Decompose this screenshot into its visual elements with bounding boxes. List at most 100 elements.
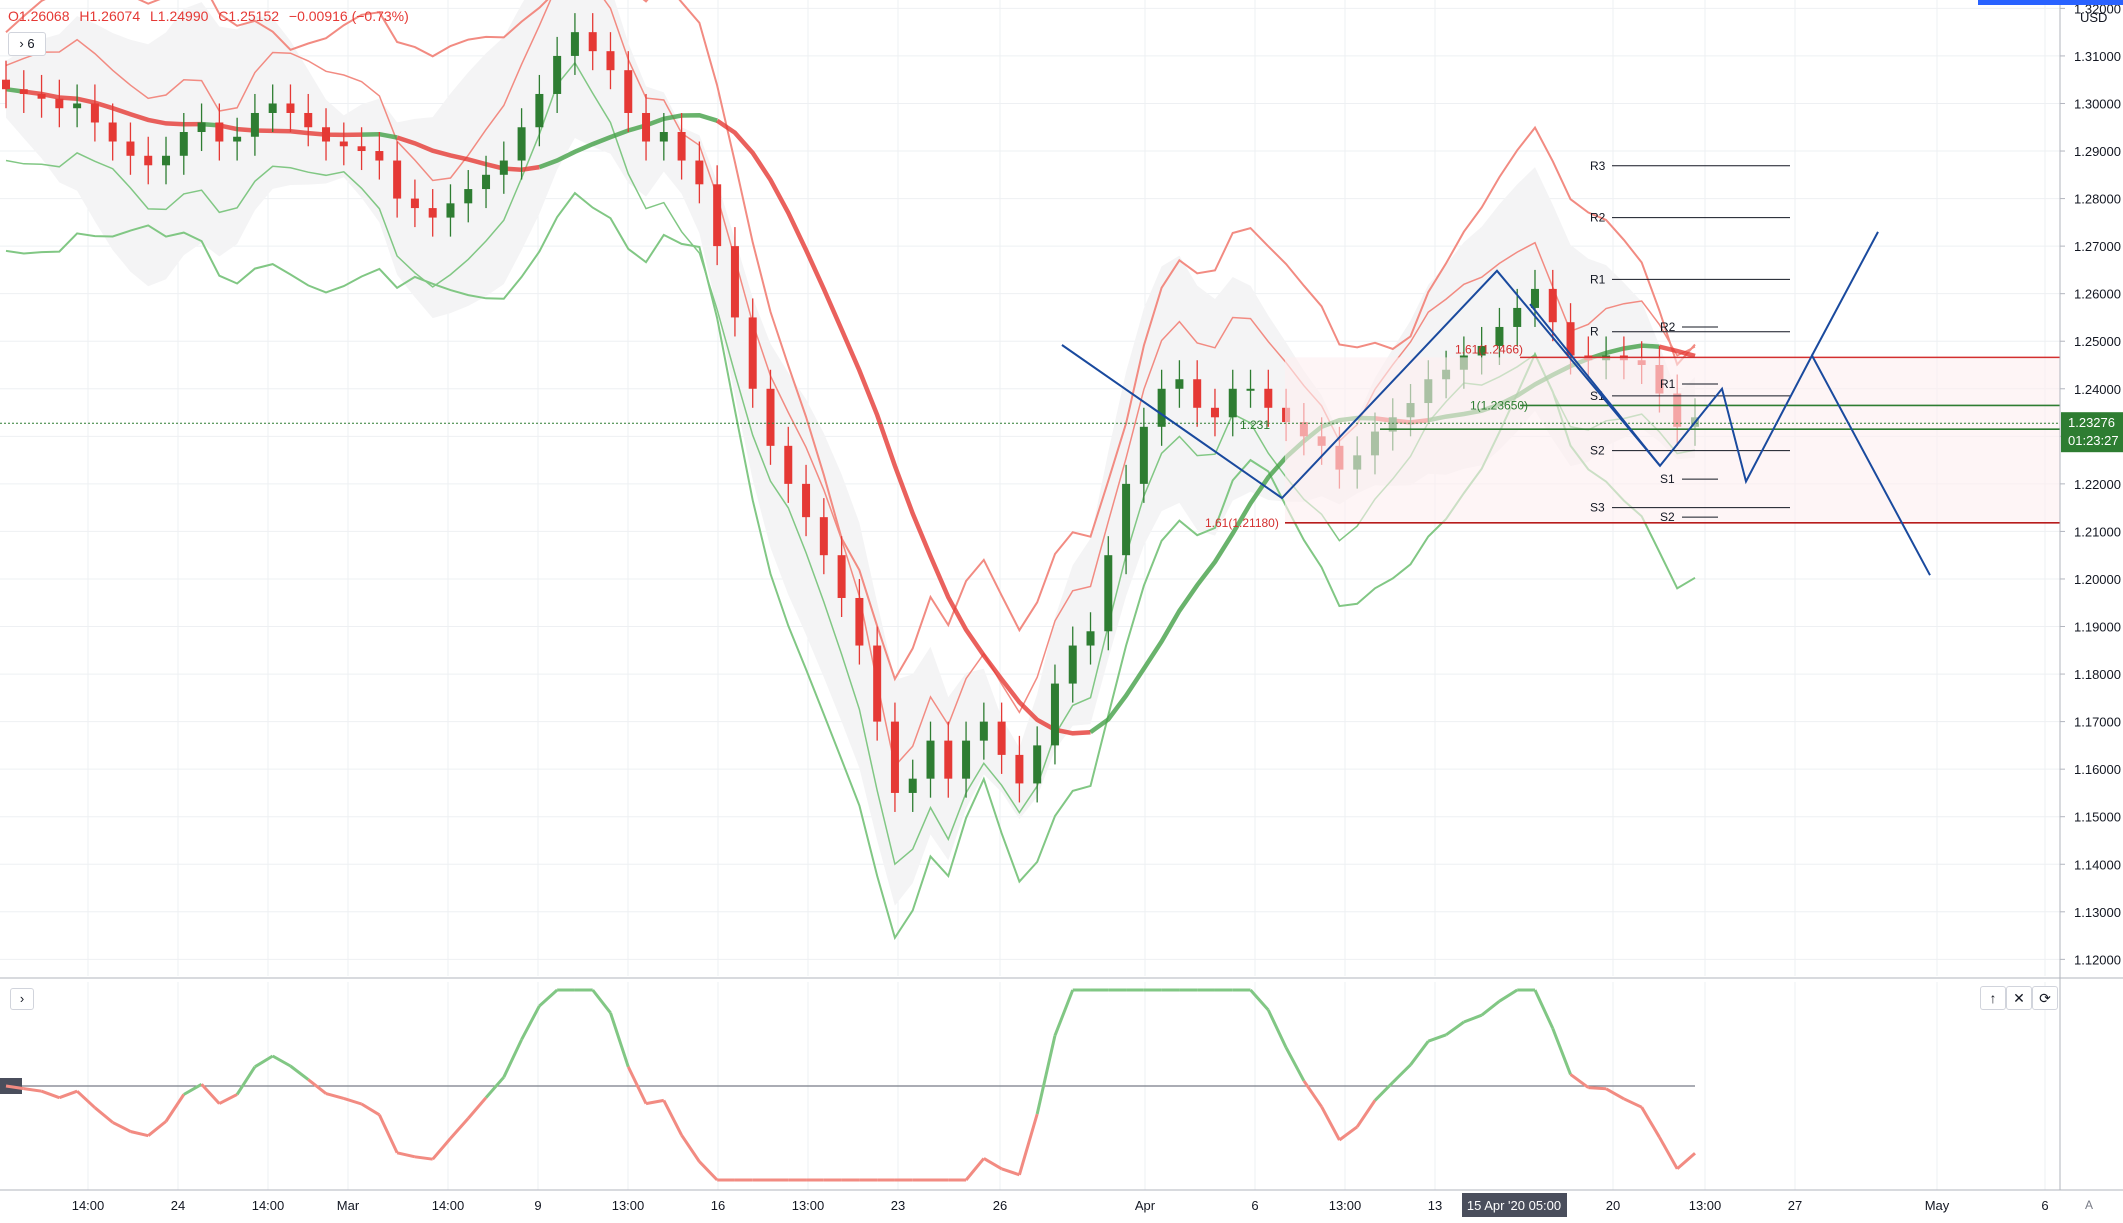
pivot-label: S3 (1590, 501, 1605, 515)
pivot-label: S2 (1590, 444, 1605, 458)
y-tick-label: 1.12000 (2074, 952, 2121, 967)
candle-body (215, 122, 224, 142)
candle-body (375, 151, 384, 161)
candle-body (268, 103, 277, 113)
oscillator-segment (1302, 1079, 1323, 1108)
oscillator-segment (377, 1114, 399, 1154)
candle-body (1157, 388, 1166, 427)
candle-body (304, 112, 313, 128)
y-tick-label: 1.21000 (2074, 524, 2121, 539)
candle-body (855, 597, 864, 646)
pattern-leg-line (1529, 303, 1661, 467)
oscillator-segment (1658, 1136, 1679, 1170)
candle-body (1050, 683, 1059, 746)
oscillator-segment (200, 1083, 221, 1105)
candle-body (1193, 379, 1202, 408)
oscillator-segment (343, 1096, 363, 1106)
candle-body (1175, 379, 1184, 389)
auto-scale-button[interactable]: A (2085, 1198, 2094, 1212)
x-tick-label: 16 (711, 1198, 725, 1213)
x-tick-label: 26 (993, 1198, 1007, 1213)
top-right-accent (1978, 0, 2123, 5)
candle-body (233, 136, 242, 142)
oscillator-segment (1605, 1087, 1625, 1101)
crosshair-time-label: 15 Apr '20 05:00 (1467, 1198, 1561, 1213)
crosshair-time-box (1462, 1193, 1567, 1217)
sub-pane-toggle-button[interactable]: › (10, 988, 34, 1010)
fib-label: 1(1.23650) (1470, 398, 1528, 412)
candle-body (997, 721, 1006, 755)
candle-body (55, 98, 64, 109)
oscillator-segment (396, 1151, 416, 1159)
oscillator-segment (1623, 1097, 1643, 1109)
moving-average-line (396, 135, 540, 172)
oscillator-segment (130, 1130, 149, 1138)
pivot-label: R2 (1660, 320, 1676, 334)
maximize-pane-button[interactable]: ⟳ (2032, 986, 2058, 1010)
candle-body (339, 141, 348, 147)
candle-body (393, 160, 402, 199)
oscillator-segment (680, 1134, 701, 1163)
harmonic-pattern-line (1061, 269, 1931, 576)
candle-body (659, 132, 668, 142)
candle-body (1015, 754, 1024, 784)
legend-low: L1.24990 (150, 8, 209, 24)
pattern-projection-line (1811, 231, 1879, 356)
oscillator-segment (467, 1096, 488, 1120)
y-tick-label: 1.29000 (2074, 144, 2121, 159)
candle-body (944, 740, 953, 779)
candle-body (677, 132, 686, 161)
candle-body (1104, 555, 1113, 632)
pivot-label: R3 (1590, 159, 1606, 173)
oscillator-segment (1480, 1000, 1501, 1017)
oscillator-segment (698, 1160, 719, 1182)
legend-close: C1.25152 (218, 8, 280, 24)
oscillator-segment (147, 1120, 167, 1137)
oscillator-segment (360, 1102, 381, 1117)
move-pane-up-button[interactable]: ↑ (1980, 986, 2006, 1010)
oscillator-segment (414, 1155, 433, 1161)
oscillator-segment (1053, 989, 1075, 1037)
oscillator-segment (76, 1090, 96, 1109)
candle-body (695, 160, 704, 185)
oscillator-segment (1551, 1027, 1572, 1075)
pivot-label: S1 (1660, 472, 1675, 486)
x-tick-label: 13:00 (612, 1198, 645, 1213)
oscillator-segment (254, 1054, 274, 1069)
x-tick-label: 23 (891, 1198, 905, 1213)
candle-body (286, 103, 295, 113)
oscillator-segment (1338, 1125, 1359, 1142)
legend-high: H1.26074 (79, 8, 141, 24)
upper-envelope-line (5, 0, 1696, 682)
oscillator-segment (111, 1121, 132, 1133)
fib-label: 1.61(1.2466) (1455, 342, 1523, 356)
y-tick-label: 1.24000 (2074, 382, 2121, 397)
lower-envelope-line (5, 191, 1696, 941)
oscillator-segment (164, 1093, 186, 1123)
candle-body (873, 645, 882, 722)
x-tick-label: 6 (2041, 1198, 2048, 1213)
oscillator-segment (1588, 1086, 1607, 1091)
candle-body (1122, 483, 1131, 556)
oscillator-segment (645, 1098, 665, 1106)
fib-label: 1.231 (1240, 418, 1270, 432)
candle-body (1477, 345, 1486, 356)
indicators-toggle-button[interactable]: › 6 (8, 32, 46, 56)
pivot-label: R1 (1590, 272, 1606, 286)
candle-body (926, 740, 935, 779)
candle-body (802, 483, 811, 518)
candle-body (553, 55, 562, 94)
candle-body (1033, 745, 1042, 784)
legend-open: O1.26068 (8, 8, 70, 24)
candle-body (162, 155, 171, 166)
oscillator-segment (1640, 1106, 1661, 1138)
oscillator-segment (1445, 1020, 1465, 1037)
y-tick-label: 1.25000 (2074, 334, 2121, 349)
oscillator-segment (1284, 1046, 1306, 1082)
moving-average-line (1658, 344, 1696, 359)
close-pane-button[interactable]: ✕ (2006, 986, 2032, 1010)
oscillator-segment (662, 1099, 683, 1136)
oscillator-segment (1427, 1033, 1447, 1043)
oscillator-segment (609, 1012, 630, 1068)
